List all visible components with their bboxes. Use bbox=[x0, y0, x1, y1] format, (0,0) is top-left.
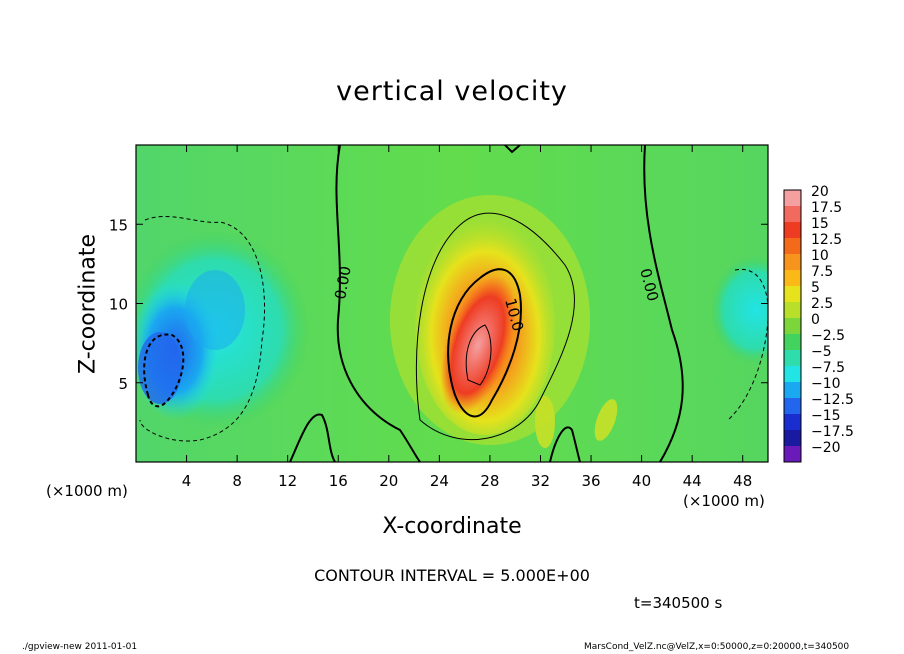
x-unit-label-right: (×1000 m) bbox=[683, 492, 765, 510]
x-tick-label: 48 bbox=[733, 472, 752, 490]
colorbar-swatch bbox=[784, 302, 801, 319]
colorbar-label: 17.5 bbox=[811, 200, 842, 216]
colorbar-swatch bbox=[784, 222, 801, 239]
colorbar-swatch bbox=[784, 270, 801, 287]
colorbar: 2017.51512.5107.552.50−2.5−5−7.5−10−12.5… bbox=[783, 184, 854, 463]
y-tick-label: 5 bbox=[118, 375, 128, 393]
x-tick-label: 4 bbox=[182, 472, 192, 490]
colorbar-label: 0 bbox=[811, 312, 820, 328]
x-axis-ticks: 4 8 12 16 20 24 28 32 36 40 44 48 bbox=[182, 145, 752, 490]
colorbar-swatch bbox=[784, 334, 801, 351]
colorbar-swatch bbox=[784, 366, 801, 383]
x-tick-label: 40 bbox=[632, 472, 651, 490]
colorbar-swatch bbox=[784, 190, 801, 207]
colorbar-label: 15 bbox=[811, 216, 829, 232]
colorbar-swatch bbox=[784, 350, 801, 367]
x-unit-label-left: (×1000 m) bbox=[46, 482, 128, 500]
colorbar-swatch bbox=[784, 286, 801, 303]
footer-source: MarsCond_VelZ.nc@VelZ,x=0:50000,z=0:2000… bbox=[584, 642, 850, 652]
x-axis-label-text: X-coordinate bbox=[382, 514, 522, 539]
colorbar-label: −2.5 bbox=[811, 328, 845, 344]
colorbar-swatch bbox=[784, 414, 801, 431]
y-axis-ticks: 5 10 15 bbox=[109, 216, 768, 393]
colorbar-label: −10 bbox=[811, 376, 841, 392]
colorbar-swatch bbox=[784, 318, 801, 335]
colorbar-label: −17.5 bbox=[811, 424, 854, 440]
colorbar-swatch bbox=[784, 446, 801, 463]
colorbar-frame bbox=[783, 189, 802, 463]
x-tick-label: 24 bbox=[430, 472, 449, 490]
x-tick-label: 16 bbox=[329, 472, 348, 490]
colorbar-label: 2.5 bbox=[811, 296, 833, 312]
colorbar-label: 12.5 bbox=[811, 232, 842, 248]
x-tick-label: 28 bbox=[480, 472, 499, 490]
x-tick-label: 44 bbox=[683, 472, 702, 490]
colorbar-label: −12.5 bbox=[811, 392, 854, 408]
x-tick-label: 12 bbox=[278, 472, 297, 490]
colorbar-swatch bbox=[784, 254, 801, 271]
y-tick-label: 10 bbox=[109, 296, 128, 314]
x-axis-label: X-coordinate bbox=[0, 514, 904, 539]
timestamp: t=340500 s bbox=[634, 594, 723, 612]
colorbar-swatch bbox=[784, 398, 801, 415]
footer-command: ./gpview-new 2011-01-01 bbox=[22, 642, 138, 652]
colorbar-swatch bbox=[784, 430, 801, 447]
colorbar-swatch bbox=[784, 238, 801, 255]
contour-label: 0.00 bbox=[331, 265, 355, 301]
x-tick-label: 36 bbox=[581, 472, 600, 490]
x-tick-label: 8 bbox=[232, 472, 242, 490]
colorbar-label: −5 bbox=[811, 344, 832, 360]
colorbar-label: 10 bbox=[811, 248, 829, 264]
contour-interval: CONTOUR INTERVAL = 5.000E+00 bbox=[314, 566, 590, 585]
colorbar-label: −7.5 bbox=[811, 360, 845, 376]
colorbar-swatch bbox=[784, 206, 801, 223]
colorbar-label: 7.5 bbox=[811, 264, 833, 280]
colorbar-label: 5 bbox=[811, 280, 820, 296]
colorbar-label: −15 bbox=[811, 408, 841, 424]
colorbar-label: −20 bbox=[811, 440, 841, 456]
colorbar-label: 20 bbox=[811, 184, 829, 200]
x-tick-label: 32 bbox=[531, 472, 550, 490]
colorbar-swatch bbox=[784, 382, 801, 399]
y-tick-label: 15 bbox=[109, 216, 128, 234]
chart-title: vertical velocity bbox=[336, 76, 568, 107]
x-tick-label: 20 bbox=[379, 472, 398, 490]
y-axis-label: Z-coordinate bbox=[75, 234, 101, 374]
